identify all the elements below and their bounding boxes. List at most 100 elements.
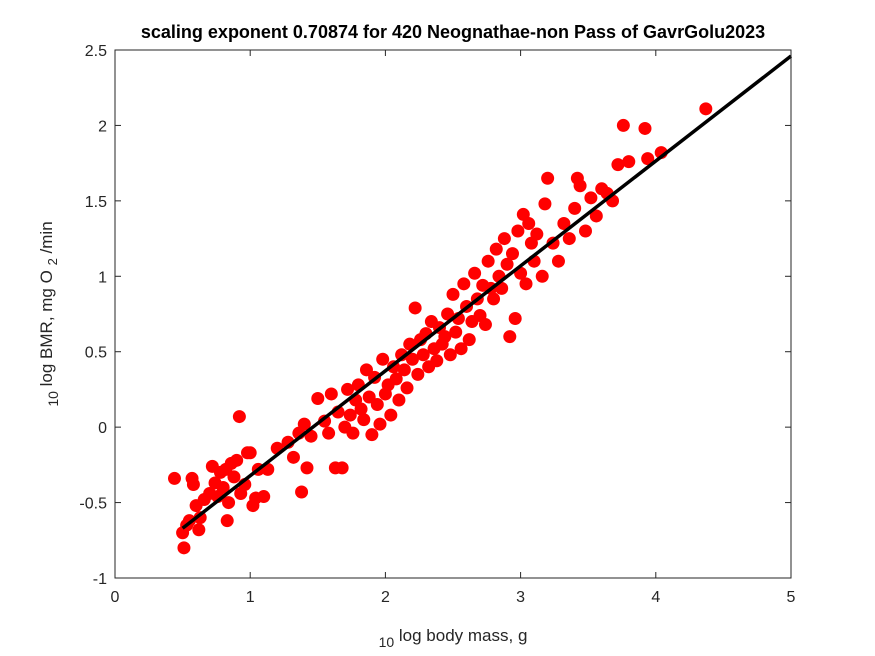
data-point: [441, 307, 455, 321]
data-point: [573, 179, 587, 193]
x-axis-label: 10 log body mass, g: [379, 626, 528, 650]
data-point: [392, 393, 406, 407]
data-point: [335, 461, 349, 475]
data-point: [622, 155, 636, 169]
x-tick-label: 0: [111, 589, 120, 606]
data-point: [243, 446, 257, 460]
data-point: [400, 381, 414, 395]
data-point: [322, 426, 336, 440]
data-point: [519, 277, 533, 291]
data-point: [416, 348, 430, 362]
data-point: [295, 485, 309, 499]
data-point: [373, 417, 387, 431]
data-point: [222, 496, 236, 510]
data-point: [311, 391, 325, 405]
x-tick-label: 1: [246, 589, 255, 606]
y-tick-label: -0.5: [79, 496, 107, 513]
data-point: [487, 292, 501, 306]
data-point: [300, 461, 314, 475]
data-point: [584, 191, 598, 205]
y-tick-label: 1: [98, 269, 107, 286]
data-point: [489, 242, 503, 256]
x-tick-label: 2: [381, 589, 390, 606]
data-point: [500, 257, 514, 271]
y-tick-label: 0: [98, 420, 107, 437]
data-point: [346, 426, 360, 440]
data-point: [341, 382, 355, 396]
y-axis-label-suffix: /min: [37, 221, 56, 253]
data-point: [541, 171, 555, 185]
points-layer: [167, 102, 713, 555]
data-point: [449, 325, 463, 339]
data-point: [177, 541, 191, 555]
data-point: [568, 201, 582, 215]
y-tick-label: 2.5: [85, 43, 107, 60]
data-point: [638, 121, 652, 135]
data-point: [220, 514, 234, 528]
data-point: [589, 209, 603, 223]
x-axis-label-prefix: 10: [379, 634, 395, 650]
fit-line: [181, 54, 793, 530]
data-point: [557, 216, 571, 230]
data-point: [578, 224, 592, 238]
data-point: [535, 269, 549, 283]
y-axis-label: 10 log BMR, mg O 2 /min: [37, 221, 62, 406]
data-point: [530, 227, 544, 241]
data-point: [616, 118, 630, 132]
data-point: [611, 158, 625, 172]
data-point: [454, 342, 468, 356]
data-point: [446, 287, 460, 301]
data-point: [297, 417, 311, 431]
data-point: [699, 102, 713, 116]
data-point: [508, 312, 522, 326]
data-point: [365, 428, 379, 442]
fit-line-layer: [181, 54, 793, 530]
data-point: [438, 330, 452, 344]
data-point: [408, 301, 422, 315]
data-point: [641, 152, 655, 166]
y-tick-label: -1: [93, 571, 107, 588]
data-point: [457, 277, 471, 291]
data-point: [192, 523, 206, 537]
data-point: [286, 450, 300, 464]
data-point: [389, 372, 403, 386]
svg-text:10 log BMR, mg O 2: 10 log BMR, mg O 2 /min: [37, 221, 62, 406]
data-point: [562, 232, 576, 246]
data-point: [497, 232, 511, 246]
y-axis-ticks: -1 -0.5 0 0.5 1 1.5 2 2.5: [79, 43, 791, 588]
y-axis-label-prefix: 10: [45, 391, 61, 407]
data-point: [511, 224, 525, 238]
data-point: [481, 254, 495, 268]
data-point: [478, 318, 492, 332]
data-point: [468, 266, 482, 280]
data-point: [318, 414, 332, 428]
x-axis-label-main: log body mass, g: [399, 626, 528, 645]
data-point: [357, 413, 371, 427]
y-tick-label: 2: [98, 118, 107, 135]
data-point: [522, 216, 536, 230]
data-point: [538, 197, 552, 211]
data-point: [232, 410, 246, 424]
data-point: [430, 354, 444, 368]
chart-title: scaling exponent 0.70874 for 420 Neognat…: [141, 22, 765, 42]
data-point: [405, 352, 419, 366]
data-point: [397, 363, 411, 377]
data-point: [411, 367, 425, 381]
data-point: [505, 247, 519, 261]
y-tick-label: 1.5: [85, 194, 107, 211]
data-point: [227, 470, 241, 484]
data-point: [395, 348, 409, 362]
y-axis-label-main: log BMR, mg O: [37, 270, 56, 386]
data-point: [443, 348, 457, 362]
data-point: [230, 453, 244, 467]
chart-title-group: scaling exponent 0.70874 for 420 Neognat…: [141, 22, 765, 42]
x-tick-label: 4: [651, 589, 660, 606]
axes-box: [114, 49, 792, 579]
x-axis-ticks: 0 1 2 3 4 5: [111, 50, 796, 606]
data-point: [384, 408, 398, 422]
data-point: [216, 480, 230, 494]
x-tick-label: 3: [516, 589, 525, 606]
data-point: [462, 333, 476, 347]
data-point: [343, 408, 357, 422]
